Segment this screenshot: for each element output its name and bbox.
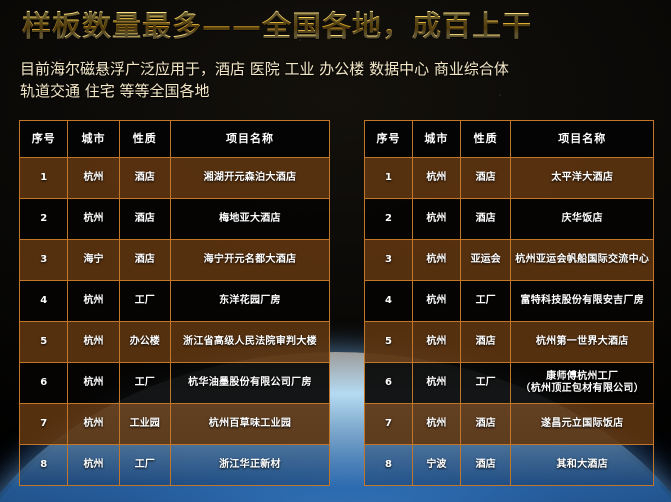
cell-project: 其和大酒店: [510, 444, 654, 486]
cell-city: 杭州: [411, 403, 461, 445]
cell-project: 杭州亚运会帆船国际交流中心: [510, 239, 654, 281]
cell-index: 7: [364, 403, 413, 445]
column-header-index: 序号: [364, 120, 413, 158]
cell-project: 遂昌元立国际饭店: [510, 403, 654, 445]
table-row: 2 杭州 酒店 梅地亚大酒店: [18, 198, 331, 240]
table-row: 8 杭州 工厂 浙江华正新材: [18, 444, 331, 486]
cell-index: 4: [364, 280, 413, 322]
cell-city: 海宁: [67, 239, 120, 281]
table-row: 7 杭州 酒店 遂昌元立国际饭店: [364, 403, 654, 445]
cell-city: 杭州: [411, 239, 461, 281]
cell-project: 杭华油墨股份有限公司厂房: [169, 362, 331, 404]
column-header-project: 项目名称: [510, 120, 654, 158]
table-body: 1 杭州 酒店 湘湖开元森泊大酒店 2 杭州 酒店 梅地亚大酒店 3 海宁 酒店 海宁开元名都大酒店 4…: [18, 157, 331, 486]
cell-type: 酒店: [118, 239, 171, 281]
cell-type: 工业园: [118, 403, 171, 445]
cell-city: 宁波: [411, 444, 461, 486]
cell-city: 杭州: [411, 198, 461, 240]
cell-project: 浙江省高级人民法院审判大楼: [169, 321, 331, 363]
column-header-project: 项目名称: [169, 120, 331, 158]
cell-city: 杭州: [67, 321, 120, 363]
cell-type: 酒店: [459, 198, 512, 240]
cell-project: 杭州百草味工业园: [169, 403, 331, 445]
cell-index: 5: [18, 321, 69, 363]
cell-type: 酒店: [459, 444, 512, 486]
cell-city: 杭州: [67, 444, 120, 486]
cell-project: 富特科技股份有限安吉厂房: [510, 280, 654, 322]
table-row: 5 杭州 酒店 杭州第一世界大酒店: [364, 321, 654, 363]
column-header-index: 序号: [18, 120, 69, 158]
table-row: 6 杭州 工厂 杭华油墨股份有限公司厂房: [18, 362, 331, 404]
cell-type: 工厂: [459, 280, 512, 322]
cell-index: 7: [18, 403, 69, 445]
cell-index: 8: [364, 444, 413, 486]
cell-city: 杭州: [411, 362, 461, 404]
cell-city: 杭州: [67, 403, 120, 445]
cell-city: 杭州: [411, 157, 461, 199]
cell-type: 工厂: [118, 444, 171, 486]
cell-type: 亚运会: [459, 239, 512, 281]
page-subtitle: 目前海尔磁悬浮广泛应用于，酒店 医院 工业 办公楼 数据中心 商业综合体 轨道交…: [20, 60, 509, 100]
cell-type: 酒店: [118, 157, 171, 199]
cell-city: 杭州: [411, 321, 461, 363]
cell-city: 杭州: [67, 198, 120, 240]
column-header-type: 性质: [118, 120, 171, 158]
cell-project: 湘湖开元森泊大酒店: [169, 157, 331, 199]
cell-index: 3: [364, 239, 413, 281]
table-row: 4 杭州 工厂 东洋花园厂房: [18, 280, 331, 322]
table-row: 3 杭州 亚运会 杭州亚运会帆船国际交流中心: [364, 239, 654, 281]
cell-city: 杭州: [67, 362, 120, 404]
page-title: 样板数量最多——全国各地，成百上干: [22, 9, 533, 43]
column-header-city: 城市: [411, 120, 461, 158]
cell-index: 6: [18, 362, 69, 404]
table-row: 6 杭州 工厂 康师傅杭州工厂 （杭州顶正包材有限公司）: [364, 362, 654, 404]
cell-city: 杭州: [67, 157, 120, 199]
cell-city: 杭州: [411, 280, 461, 322]
table-header-row: 序号 城市 性质 项目名称: [364, 120, 654, 158]
cell-type: 工厂: [459, 362, 512, 404]
table-row: 3 海宁 酒店 海宁开元名都大酒店: [18, 239, 331, 281]
cell-type: 酒店: [459, 157, 512, 199]
table-row: 8 宁波 酒店 其和大酒店: [364, 444, 654, 486]
table-row: 4 杭州 工厂 富特科技股份有限安吉厂房: [364, 280, 654, 322]
cell-index: 1: [18, 157, 69, 199]
cell-type: 工厂: [118, 362, 171, 404]
cell-project: 庆华饭店: [510, 198, 654, 240]
table-row: 2 杭州 酒店 庆华饭店: [364, 198, 654, 240]
cell-city: 杭州: [67, 280, 120, 322]
cell-index: 1: [364, 157, 413, 199]
column-header-city: 城市: [67, 120, 120, 158]
column-header-type: 性质: [459, 120, 512, 158]
cell-project: 东洋花园厂房: [169, 280, 331, 322]
cell-project: 杭州第一世界大酒店: [510, 321, 654, 363]
cell-project: 浙江华正新材: [169, 444, 331, 486]
cell-type: 酒店: [459, 403, 512, 445]
cell-type: 工厂: [118, 280, 171, 322]
cell-project: 梅地亚大酒店: [169, 198, 331, 240]
projects-table-right: 序号 城市 性质 项目名称 1 杭州 酒店 太平洋大酒店 2 杭州 酒店 庆华饭店 3 杭州 亚运会…: [364, 120, 654, 486]
cell-index: 2: [18, 198, 69, 240]
cell-type: 酒店: [118, 198, 171, 240]
table-body: 1 杭州 酒店 太平洋大酒店 2 杭州 酒店 庆华饭店 3 杭州 亚运会 杭州亚运会帆船国际交流中心 4…: [364, 157, 654, 486]
table-row: 5 杭州 办公楼 浙江省高级人民法院审判大楼: [18, 321, 331, 363]
cell-project: 海宁开元名都大酒店: [169, 239, 331, 281]
table-header-row: 序号 城市 性质 项目名称: [18, 120, 331, 158]
projects-table-left: 序号 城市 性质 项目名称 1 杭州 酒店 湘湖开元森泊大酒店 2 杭州 酒店 梅地亚大酒店 3…: [18, 120, 331, 486]
cell-index: 5: [364, 321, 413, 363]
cell-type: 办公楼: [118, 321, 171, 363]
cell-type: 酒店: [459, 321, 512, 363]
cell-project: 太平洋大酒店: [510, 157, 654, 199]
table-row: 1 杭州 酒店 太平洋大酒店: [364, 157, 654, 199]
cell-index: 4: [18, 280, 69, 322]
cell-project: 康师傅杭州工厂 （杭州顶正包材有限公司）: [510, 362, 654, 404]
table-row: 1 杭州 酒店 湘湖开元森泊大酒店: [18, 157, 331, 199]
table-row: 7 杭州 工业园 杭州百草味工业园: [18, 403, 331, 445]
cell-index: 3: [18, 239, 69, 281]
cell-index: 6: [364, 362, 413, 404]
cell-index: 2: [364, 198, 413, 240]
cell-index: 8: [18, 444, 69, 486]
